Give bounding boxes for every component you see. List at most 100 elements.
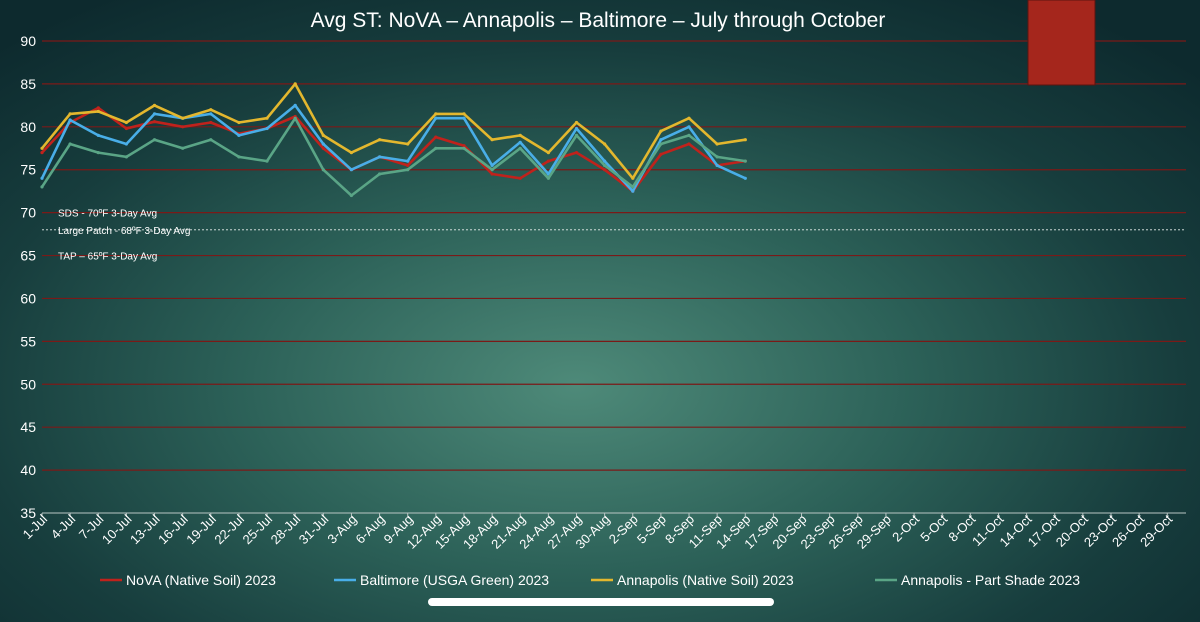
y-tick-label-80: 80 bbox=[20, 119, 36, 135]
data-point-2-19 bbox=[574, 120, 579, 125]
series-line-3 bbox=[40, 116, 747, 197]
data-point-0-5 bbox=[181, 125, 185, 129]
data-point-2-25 bbox=[743, 138, 747, 142]
reference-label-1: Large Patch - 68ºF 3-Day Avg bbox=[58, 226, 190, 237]
data-point-3-10 bbox=[321, 168, 325, 172]
data-point-1-25 bbox=[743, 176, 747, 180]
y-tick-label-85: 85 bbox=[20, 76, 36, 92]
data-point-2-15 bbox=[462, 112, 466, 116]
data-point-2-13 bbox=[406, 142, 410, 146]
reference-label-2: TAP – 65ºF 3-Day Avg bbox=[58, 252, 157, 263]
red-overlay-box bbox=[1027, 0, 1096, 86]
series-0 bbox=[40, 106, 747, 193]
data-point-2-21 bbox=[631, 176, 635, 180]
data-point-0-18 bbox=[546, 159, 551, 163]
data-point-3-3 bbox=[124, 155, 128, 159]
data-point-1-6 bbox=[209, 112, 213, 116]
data-point-3-0 bbox=[40, 185, 44, 189]
data-point-3-22 bbox=[659, 142, 663, 146]
data-point-2-18 bbox=[546, 151, 551, 155]
data-point-2-23 bbox=[687, 116, 691, 120]
x-tick-label-6: 19-Jul bbox=[183, 511, 219, 547]
series-3 bbox=[40, 116, 747, 198]
data-point-0-3 bbox=[124, 126, 128, 131]
data-point-3-19 bbox=[574, 133, 579, 137]
data-point-1-19 bbox=[574, 126, 579, 131]
series-1 bbox=[40, 103, 747, 193]
y-tick-label-40: 40 bbox=[20, 462, 36, 478]
data-point-1-22 bbox=[659, 138, 663, 142]
data-point-0-6 bbox=[209, 120, 213, 125]
legend: NoVA (Native Soil) 2023 Baltimore (USGA G… bbox=[100, 572, 1080, 588]
x-tick-label-9: 28-Jul bbox=[268, 511, 304, 547]
data-point-3-20 bbox=[603, 163, 607, 167]
data-point-1-15 bbox=[462, 116, 466, 120]
series-line-1 bbox=[40, 104, 747, 193]
y-tick-label-55: 55 bbox=[20, 333, 36, 349]
data-point-0-16 bbox=[490, 172, 494, 176]
data-point-2-22 bbox=[659, 129, 663, 133]
x-tick-label-12: 6-Aug bbox=[353, 512, 388, 547]
data-point-2-5 bbox=[181, 116, 185, 120]
data-point-2-2 bbox=[96, 109, 100, 113]
x-tick-label-5: 16-Jul bbox=[155, 511, 191, 547]
series-lines bbox=[40, 82, 747, 198]
x-tick-label-11: 3-Aug bbox=[324, 512, 359, 547]
data-point-1-14 bbox=[434, 116, 438, 120]
data-point-0-20 bbox=[603, 168, 607, 172]
data-point-1-12 bbox=[378, 155, 382, 159]
data-point-0-15 bbox=[462, 144, 466, 148]
legend-label-1: Baltimore (USGA Green) 2023 bbox=[360, 572, 549, 588]
data-point-1-8 bbox=[265, 126, 269, 131]
data-point-3-17 bbox=[518, 146, 522, 150]
y-tick-label-65: 65 bbox=[20, 248, 36, 264]
x-tick-label-40: 29-Oct bbox=[1137, 511, 1175, 549]
x-tick-label-22: 5-Sep bbox=[634, 512, 669, 547]
data-point-2-7 bbox=[237, 120, 241, 125]
data-point-3-4 bbox=[152, 138, 157, 142]
data-point-3-18 bbox=[546, 176, 551, 180]
data-point-2-17 bbox=[518, 133, 522, 137]
data-point-0-17 bbox=[518, 176, 522, 180]
data-point-0-22 bbox=[659, 152, 663, 156]
y-tick-label-50: 50 bbox=[20, 376, 36, 392]
data-point-1-17 bbox=[518, 140, 522, 144]
x-tick-label-21: 2-Sep bbox=[606, 512, 641, 547]
data-point-2-11 bbox=[349, 151, 353, 155]
chart-title: Avg ST: NoVA – Annapolis – Baltimore – J… bbox=[311, 9, 886, 32]
data-point-3-6 bbox=[209, 138, 213, 142]
x-tick-label-3: 10-Jul bbox=[99, 511, 135, 547]
data-point-1-10 bbox=[321, 142, 325, 146]
data-point-0-13 bbox=[406, 163, 410, 167]
x-tick-label-8: 25-Jul bbox=[240, 511, 276, 547]
data-point-0-19 bbox=[574, 151, 579, 155]
data-point-1-1 bbox=[68, 118, 72, 122]
y-tick-label-75: 75 bbox=[20, 162, 36, 178]
reference-lines: SDS - 70ºF 3-Day Avg Large Patch - 68ºF 3… bbox=[42, 209, 1186, 263]
series-2 bbox=[40, 82, 747, 180]
legend-label-2: Annapolis (Native Soil) 2023 bbox=[617, 572, 794, 588]
data-point-2-8 bbox=[265, 116, 269, 120]
data-point-2-4 bbox=[152, 103, 157, 107]
data-point-2-0 bbox=[40, 146, 44, 150]
data-point-1-2 bbox=[96, 133, 100, 137]
data-point-2-10 bbox=[321, 133, 325, 137]
data-point-1-0 bbox=[40, 176, 44, 180]
data-point-1-4 bbox=[152, 112, 157, 116]
y-tick-label-60: 60 bbox=[20, 290, 36, 306]
y-axis-tick-labels: 35 40 45 50 55 60 65 70 75 80 85 90 bbox=[20, 33, 36, 521]
series-line-2 bbox=[40, 82, 747, 180]
data-point-0-10 bbox=[321, 146, 325, 150]
data-point-3-23 bbox=[687, 133, 691, 137]
data-point-3-11 bbox=[349, 193, 353, 198]
data-point-3-9 bbox=[293, 116, 297, 120]
data-point-2-3 bbox=[124, 120, 128, 125]
x-axis-tick-labels: 1-Jul4-Jul7-Jul10-Jul13-Jul16-Jul19-Jul2… bbox=[20, 511, 1176, 552]
data-point-2-24 bbox=[715, 142, 719, 146]
x-tick-label-1: 4-Jul bbox=[48, 511, 79, 542]
y-tick-label-35: 35 bbox=[20, 505, 36, 521]
x-tick-label-31: 2-Oct bbox=[889, 511, 922, 544]
y-tick-label-90: 90 bbox=[20, 33, 36, 49]
data-point-2-12 bbox=[378, 138, 382, 142]
data-point-3-16 bbox=[490, 168, 494, 172]
